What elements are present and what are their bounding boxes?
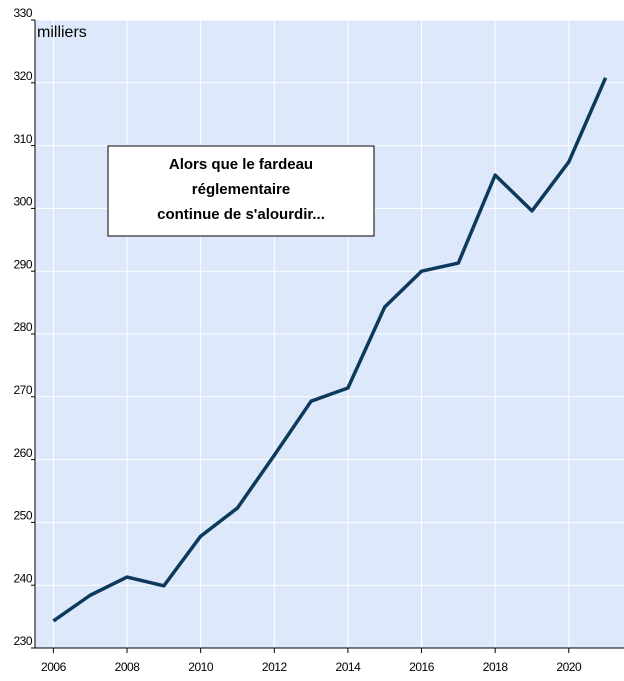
y-tick-label: 320 <box>13 69 32 83</box>
annotation-text: réglementaire <box>192 181 290 198</box>
y-tick-label: 290 <box>13 257 32 271</box>
y-tick-label: 270 <box>13 383 32 397</box>
annotation-box <box>107 145 375 237</box>
y-tick-label: 260 <box>13 446 32 460</box>
annotation-text: continue de s'alourdir... <box>157 206 325 223</box>
x-tick-label: 2006 <box>41 660 67 674</box>
y-tick-label: 310 <box>13 132 32 146</box>
y-tick-label: 250 <box>13 509 32 523</box>
y-tick-label: 330 <box>13 6 32 20</box>
x-tick-label: 2010 <box>188 660 214 674</box>
y-tick-label: 300 <box>13 195 32 209</box>
y-tick-label: 280 <box>13 320 32 334</box>
x-tick-label: 2016 <box>409 660 435 674</box>
x-tick-label: 2008 <box>115 660 141 674</box>
data-line <box>52 77 608 623</box>
y-tick-label: 230 <box>13 634 32 648</box>
annotation-text: Alors que le fardeau <box>169 156 313 173</box>
x-tick-label: 2012 <box>262 660 288 674</box>
x-tick-label: 2020 <box>556 660 582 674</box>
x-tick-label: 2018 <box>483 660 509 674</box>
x-tick-label: 2014 <box>336 660 362 674</box>
y-axis-label: milliers <box>37 24 87 41</box>
y-tick-label: 240 <box>13 571 32 585</box>
